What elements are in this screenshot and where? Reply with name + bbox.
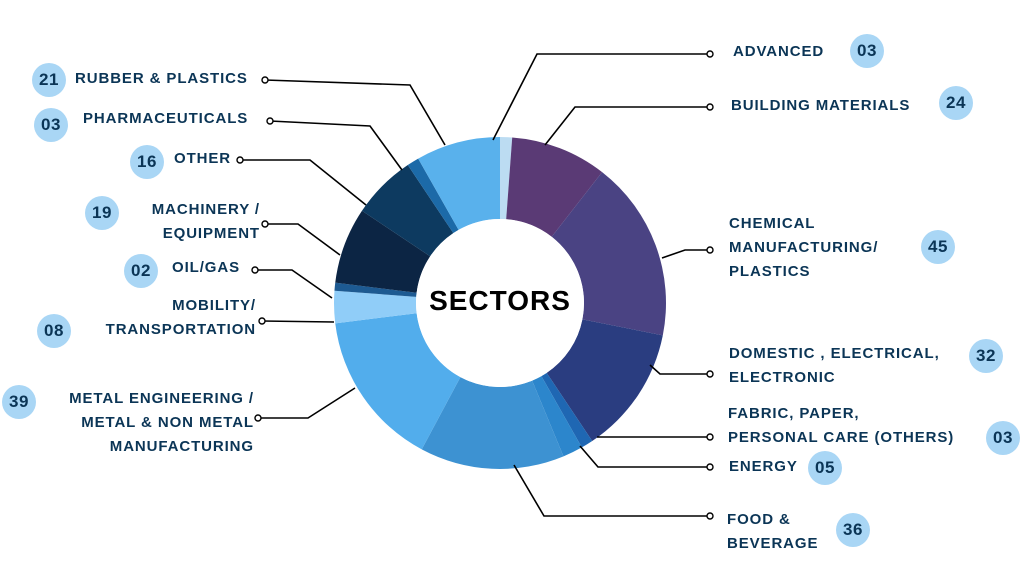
slice-other [361, 164, 454, 257]
leader-line-domestic [649, 364, 710, 375]
label-fabric: FABRIC, PAPER, PERSONAL CARE (OTHERS) [728, 405, 955, 446]
badge-other: 16 [130, 145, 164, 179]
slice-metal-engineering-metal-non-metal-manufacturing [335, 313, 461, 450]
leader-line-machinery [265, 223, 341, 256]
leader-dot-oil [251, 266, 259, 274]
leader-line-advanced [492, 53, 710, 141]
badge-domestic: 32 [969, 339, 1003, 373]
slice-mobility-transportation [334, 290, 417, 324]
donut-hole [416, 219, 584, 387]
badge-machinery: 19 [85, 196, 119, 230]
leader-dot-metal [254, 414, 262, 422]
slice-advanced [500, 137, 513, 220]
badge-rubber: 21 [32, 63, 66, 97]
leader-dot-building [706, 103, 714, 111]
label-machinery: MACHINERY / EQUIPMENT [151, 201, 260, 242]
badge-advanced: 03 [850, 34, 884, 68]
badge-oil: 02 [124, 254, 158, 288]
label-domestic: DOMESTIC , ELECTRICAL, ELECTRONIC [729, 345, 940, 386]
label-oil: OIL/GAS [172, 259, 240, 276]
label-pharma: PHARMACEUTICALS [83, 110, 249, 127]
leader-dot-rubber [261, 76, 269, 84]
slice-food-beverage [421, 377, 564, 469]
label-food: FOOD & BEVERAGE [727, 511, 819, 552]
leader-dot-pharma [266, 117, 274, 125]
leader-line-metal [258, 387, 356, 419]
badge-fabric: 03 [986, 421, 1020, 455]
label-chemical: CHEMICAL MANUFACTURING/PLASTICS [729, 215, 879, 280]
label-building-materials: BUILDING MATERIALS [731, 97, 911, 114]
leader-line-oil [255, 269, 333, 299]
badge-food: 36 [836, 513, 870, 547]
slice-pharmaceuticals [407, 158, 459, 234]
label-rubber: RUBBER & PLASTICS [75, 70, 248, 87]
leader-dot-fabric [706, 433, 714, 441]
slice-rubber-plastics [418, 137, 500, 230]
badge-building-materials: 24 [939, 86, 973, 120]
label-other: OTHER [174, 150, 231, 167]
leader-dot-mobility [258, 317, 266, 325]
label-advanced: ADVANCED [733, 43, 825, 60]
leader-line-chemical [661, 249, 710, 259]
leader-dot-other [236, 156, 244, 164]
leader-line-mobility [261, 320, 335, 323]
leader-line-pharma [269, 120, 403, 171]
slice-building-materials [506, 137, 603, 237]
slice-energy [532, 376, 582, 457]
leader-line-building [544, 106, 710, 146]
slice-machinery-equipment [335, 210, 431, 293]
badge-mobility: 08 [37, 314, 71, 348]
label-energy: ENERGY [729, 458, 798, 475]
leader-dot-energy [706, 463, 714, 471]
chart-title: SECTORS [429, 285, 571, 316]
slice-oil-gas [334, 282, 417, 297]
leader-dot-machinery [261, 220, 269, 228]
badge-energy: 05 [808, 451, 842, 485]
badge-pharma: 03 [34, 108, 68, 142]
leader-line-rubber [264, 79, 446, 146]
label-metal: METAL ENGINEERING / METAL & NON METAL MANU… [69, 390, 254, 455]
leader-dot-food [706, 512, 714, 520]
slice-domestic-electrical-electronic [546, 319, 663, 442]
leader-line-other [240, 159, 367, 206]
slice-fabric-paper-personal-care-others [541, 372, 593, 448]
slice-chemical-manufacturing-plastics [551, 172, 666, 336]
badge-metal: 39 [2, 385, 36, 419]
badge-chemical: 45 [921, 230, 955, 264]
label-mobility: MOBILITY/TRANSPORTATION [105, 297, 256, 338]
leader-dot-domestic [706, 370, 714, 378]
leader-dot-chemical [706, 246, 714, 254]
leader-dot-advanced [706, 50, 714, 58]
leader-line-food [513, 464, 710, 517]
leader-line-energy [579, 445, 710, 468]
